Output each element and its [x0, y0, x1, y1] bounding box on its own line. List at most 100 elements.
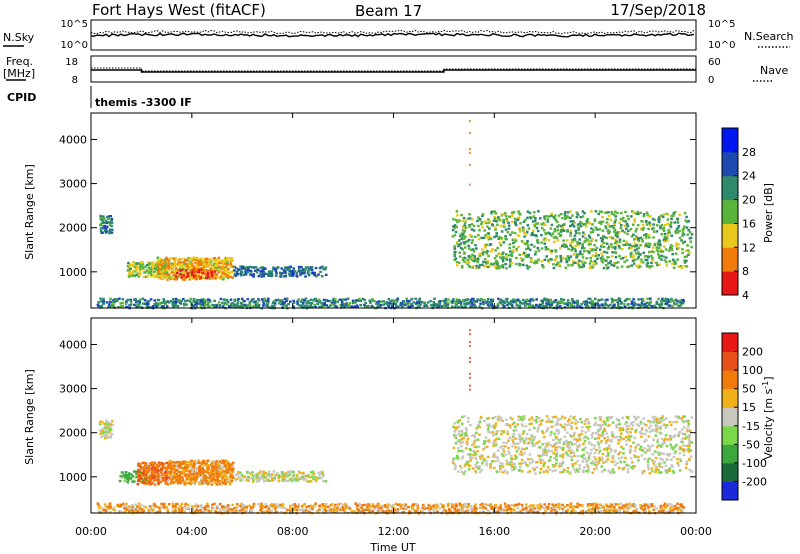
data-cell — [145, 472, 149, 475]
data-cell — [128, 472, 131, 475]
data-cell — [479, 417, 483, 420]
data-cell — [543, 217, 547, 221]
data-cell — [181, 468, 185, 471]
data-cell — [461, 415, 464, 419]
data-cell — [104, 509, 108, 513]
data-cell — [583, 250, 586, 253]
data-cell — [170, 466, 173, 469]
data-cell — [587, 251, 591, 254]
data-cell — [545, 255, 548, 258]
data-cell — [107, 436, 111, 439]
data-cell — [149, 476, 152, 479]
data-cell — [402, 507, 405, 510]
data-cell — [180, 508, 184, 511]
data-cell — [526, 253, 529, 257]
data-cell — [237, 470, 240, 474]
data-cell — [466, 453, 470, 456]
data-cell — [223, 266, 227, 269]
data-cell — [303, 304, 306, 308]
data-cell — [458, 502, 462, 505]
data-cell — [195, 503, 198, 506]
data-cell — [182, 297, 185, 301]
data-cell — [169, 477, 172, 480]
data-cell — [600, 245, 603, 248]
data-cell — [587, 508, 591, 511]
data-cell — [546, 428, 549, 432]
data-cell — [683, 259, 686, 262]
data-cell — [509, 426, 512, 429]
data-cell — [136, 483, 140, 486]
data-cell — [585, 510, 588, 514]
cpid-label: CPID — [7, 91, 36, 104]
data-cell — [464, 447, 468, 450]
data-cell — [418, 297, 422, 300]
data-cell — [167, 260, 171, 263]
data-cell — [101, 508, 105, 511]
data-cell — [584, 302, 587, 306]
data-cell — [580, 265, 584, 269]
data-cell — [178, 477, 182, 480]
data-cell — [518, 453, 522, 456]
data-cell — [462, 237, 466, 240]
data-cell — [185, 467, 188, 471]
data-cell — [618, 510, 621, 513]
data-cell — [554, 218, 558, 222]
data-cell — [669, 300, 673, 303]
data-cell — [477, 467, 481, 470]
data-cell — [584, 261, 587, 264]
data-cell — [340, 301, 344, 304]
data-cell — [108, 503, 112, 507]
data-cell — [659, 225, 662, 228]
data-cell — [137, 275, 140, 278]
data-cell — [648, 303, 651, 307]
data-cell — [453, 467, 457, 470]
data-cell — [469, 255, 473, 259]
data-cell — [501, 257, 504, 260]
data-cell — [503, 469, 507, 472]
data-cell — [539, 459, 542, 462]
data-cell — [503, 502, 507, 505]
data-cell — [641, 240, 644, 243]
data-cell — [299, 273, 302, 277]
data-cell — [523, 452, 526, 455]
data-cell — [546, 220, 550, 223]
data-cell — [677, 265, 681, 268]
data-cell — [216, 469, 219, 472]
data-cell — [153, 461, 157, 464]
data-cell — [495, 267, 499, 270]
data-cell — [175, 466, 179, 469]
data-cell — [487, 416, 491, 420]
data-cell — [499, 224, 503, 227]
data-cell — [497, 237, 500, 240]
data-cell — [194, 262, 197, 265]
data-cell — [510, 254, 514, 258]
data-cell — [533, 468, 536, 471]
data-cell — [618, 299, 622, 302]
data-cell — [604, 225, 607, 228]
data-cell — [236, 299, 240, 302]
data-cell — [659, 508, 662, 511]
data-cell — [632, 254, 635, 258]
data-cell — [665, 302, 669, 305]
data-cell — [534, 234, 538, 237]
data-cell — [172, 510, 175, 513]
data-cell — [551, 503, 554, 506]
data-cell — [580, 222, 584, 225]
data-cell — [504, 215, 508, 218]
data-cell — [199, 473, 202, 477]
data-cell — [521, 508, 525, 511]
data-cell — [154, 471, 157, 474]
data-cell — [462, 257, 465, 260]
data-cell — [613, 228, 617, 231]
data-cell — [469, 147, 471, 151]
data-cell — [342, 298, 345, 301]
data-cell — [191, 470, 194, 473]
data-cell — [540, 260, 544, 263]
data-cell — [291, 274, 295, 277]
data-cell — [567, 247, 570, 251]
data-cell — [189, 469, 193, 472]
data-cell — [564, 266, 568, 270]
data-cell — [653, 242, 657, 246]
data-cell — [120, 503, 123, 507]
data-cell — [271, 477, 274, 480]
